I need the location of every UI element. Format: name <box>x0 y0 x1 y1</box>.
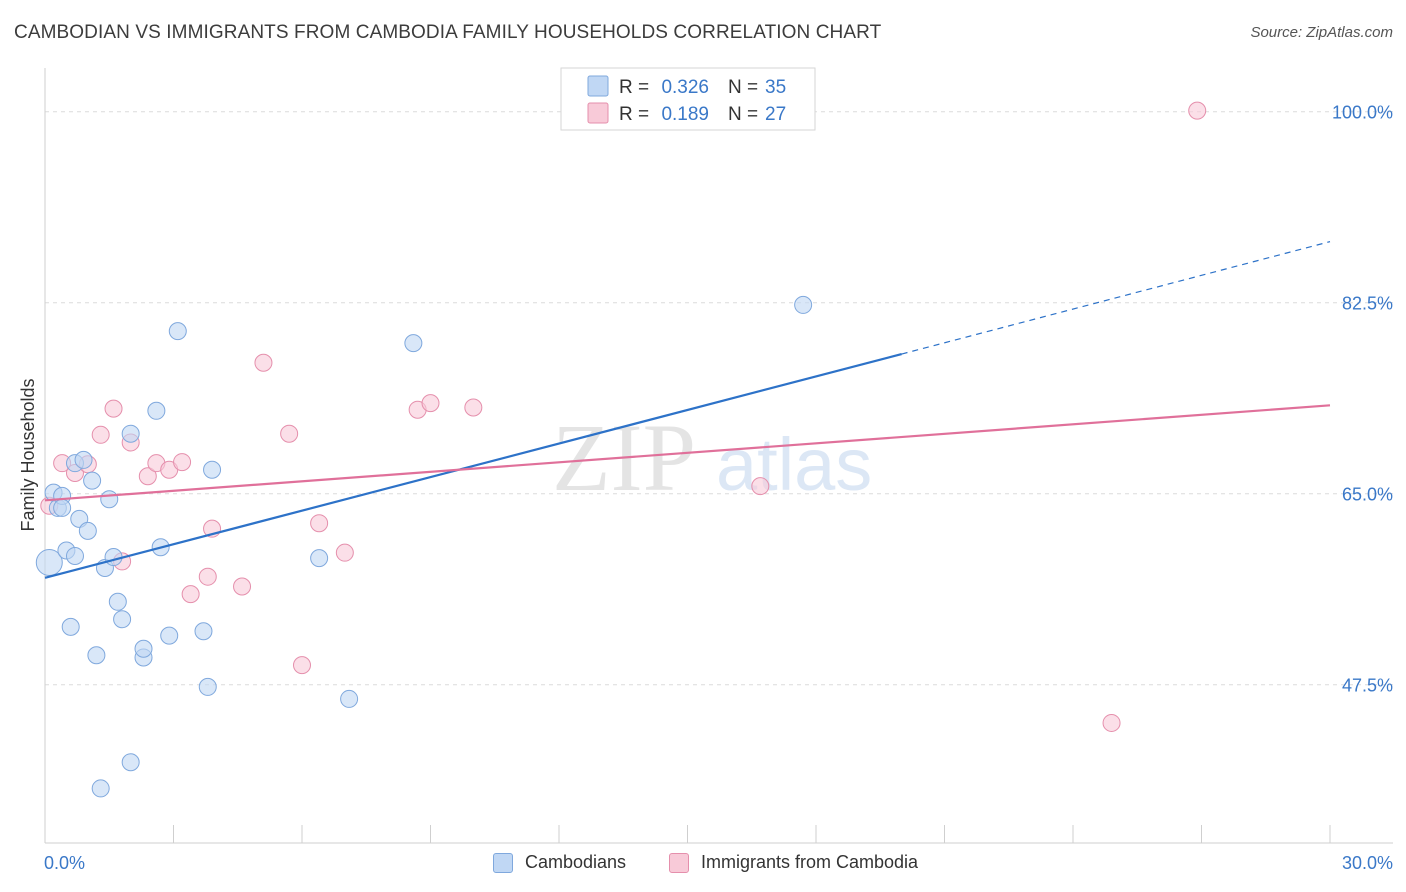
data-point <box>134 639 153 658</box>
data-point <box>310 549 329 568</box>
y-tick-label: 65.0% <box>1342 485 1393 505</box>
stats-n-value: 35 <box>765 77 786 98</box>
legend-item-immigrants: Immigrants from Cambodia <box>669 852 918 873</box>
data-point <box>113 610 132 629</box>
data-point <box>74 450 93 469</box>
data-point <box>293 656 311 675</box>
trend-line-cambodians <box>44 352 902 579</box>
legend-item-cambodians: Cambodians <box>493 852 626 873</box>
data-point <box>254 353 273 372</box>
legend-swatch-cambodians <box>493 852 513 873</box>
data-point <box>168 322 187 341</box>
data-point <box>1188 101 1207 120</box>
data-point <box>198 567 217 586</box>
data-point <box>104 548 123 567</box>
gridlines <box>45 111 1393 686</box>
data-point <box>100 490 119 509</box>
data-point <box>91 779 110 798</box>
y-tick-label: 47.5% <box>1342 676 1393 696</box>
stats-swatch <box>587 75 609 97</box>
y-tick-label: 82.5% <box>1342 294 1393 314</box>
stats-n-label: N = <box>728 77 758 98</box>
x-tick-label-max: 30.0% <box>1342 853 1393 873</box>
data-point <box>181 585 200 604</box>
data-point <box>35 549 63 577</box>
legend-swatch-immigrants <box>669 852 689 873</box>
y-axis-label: Family Households <box>18 378 38 531</box>
y-tick-labels: 47.5% 65.0% 82.5% 100.0% <box>1332 103 1393 696</box>
data-point <box>335 543 354 562</box>
data-point <box>203 460 222 479</box>
stats-r-value: 0.189 <box>661 104 709 125</box>
data-point <box>233 577 252 596</box>
stats-r-label: R = <box>619 104 649 125</box>
source-credit: Source: ZipAtlas.com <box>1250 24 1393 41</box>
data-point <box>121 424 140 443</box>
chart-title: CAMBODIAN VS IMMIGRANTS FROM CAMBODIA FA… <box>14 22 882 43</box>
series-legend: Cambodians Immigrants from Cambodia <box>0 850 1406 880</box>
data-point <box>65 546 84 565</box>
x-tick-label-min: 0.0% <box>44 853 85 873</box>
data-point <box>61 617 80 636</box>
data-point <box>173 453 192 472</box>
stats-r-label: R = <box>619 77 649 98</box>
trend-line-cambodians-extrapolated <box>901 241 1331 355</box>
x-tick-labels: 0.0% 30.0% <box>44 853 1393 873</box>
data-point <box>794 295 813 314</box>
trend-line-immigrants <box>44 404 1331 502</box>
y-tick-label: 100.0% <box>1332 103 1393 123</box>
axes <box>44 68 1393 844</box>
legend-label-cambodians: Cambodians <box>525 852 627 872</box>
data-point <box>280 424 299 443</box>
trend-lines <box>44 241 1331 579</box>
stats-n-value: 27 <box>765 104 786 125</box>
stats-r-value: 0.326 <box>661 77 709 98</box>
data-point <box>87 646 106 665</box>
data-point <box>464 398 483 417</box>
data-point <box>83 471 102 490</box>
data-point <box>104 399 123 418</box>
series-cambodians-points <box>35 295 813 798</box>
watermark: ZIP atlas <box>552 404 872 511</box>
data-point <box>91 425 110 444</box>
data-point <box>421 394 440 413</box>
data-point <box>751 477 770 496</box>
data-point <box>53 498 72 517</box>
data-point <box>121 753 140 772</box>
stats-swatch <box>587 102 609 124</box>
data-point <box>138 467 157 486</box>
data-point <box>198 677 217 696</box>
data-point <box>404 334 423 353</box>
data-point <box>78 521 97 540</box>
data-point <box>160 626 179 645</box>
legend-label-immigrants: Immigrants from Cambodia <box>701 852 919 872</box>
data-point <box>194 622 213 641</box>
data-point <box>108 592 127 611</box>
stats-n-label: N = <box>728 104 758 125</box>
data-point <box>310 514 329 533</box>
watermark-atlas: atlas <box>716 423 872 506</box>
data-point <box>1102 713 1121 732</box>
data-point <box>147 401 166 420</box>
stats-legend: R = 0.326 N = 35 R = 0.189 N = 27 <box>560 67 816 131</box>
data-point <box>340 689 359 708</box>
